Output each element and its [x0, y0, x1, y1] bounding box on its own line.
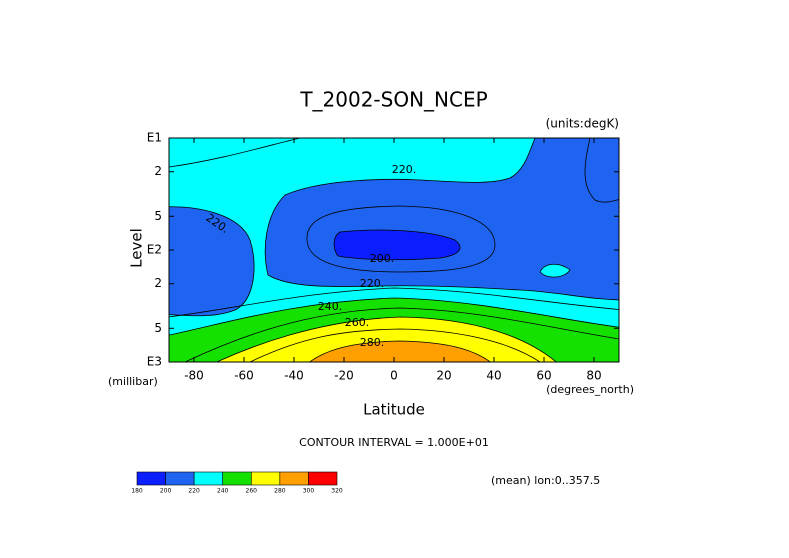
colorbar-label: 200 [160, 488, 172, 495]
colorbar-box [193, 471, 224, 486]
x-label: Latitude [363, 401, 425, 419]
y-tick-label: E1 [147, 131, 162, 145]
contour-line [184, 307, 619, 362]
contour-fill [308, 340, 492, 362]
contour-label: 240. [318, 300, 343, 313]
colorbar-box [165, 471, 195, 486]
y-units: (millibar) [108, 375, 158, 388]
colorbar-label: 280 [274, 488, 286, 495]
x-tick-label: -80 [184, 369, 204, 383]
x-tick-label: -20 [334, 369, 354, 383]
colorbar-box [250, 471, 281, 486]
colorbar-box [222, 471, 252, 486]
contour-label: 200. [370, 252, 395, 265]
x-tick-label: 40 [486, 369, 501, 383]
contour-label: 220. [392, 163, 417, 176]
overlay: -80 -60 -40 -20 0 20 40 60 80 E1 2 5 E2 2 5 E3 180 200 220… [131, 131, 620, 495]
x-units: (degrees_north) [546, 383, 634, 396]
colorbar-label: 180 [131, 488, 143, 495]
y-tick-label: 5 [154, 209, 162, 223]
y-tick-label: 5 [154, 321, 162, 335]
colorbar-label: 320 [331, 488, 343, 495]
y-tick-label: 2 [154, 276, 162, 290]
contour-fill [215, 316, 557, 362]
contour-line [169, 287, 619, 318]
note: (mean) lon:0..357.5 [491, 474, 600, 487]
colorbar-box [279, 471, 309, 486]
contour-label: 220. [360, 277, 385, 290]
y-tick-label: E3 [147, 355, 162, 369]
contour-line [169, 138, 301, 168]
x-tick-label: 0 [390, 369, 398, 383]
colorbar-label: 300 [303, 488, 315, 495]
x-tick-label: 20 [436, 369, 451, 383]
contour-line [306, 205, 496, 273]
contour-line [249, 328, 541, 362]
plot-area: 220.220.200.220.240.260.280. [169, 138, 619, 362]
y-tick-label: E2 [147, 243, 162, 257]
contour-interval: CONTOUR INTERVAL = 1.000E+01 [299, 436, 489, 449]
x-tick-label: 80 [586, 369, 601, 383]
contour-label: 260. [345, 316, 370, 329]
x-tick-label: 60 [536, 369, 551, 383]
contour-fill [539, 263, 571, 278]
colorbar-box [308, 471, 338, 486]
x-tick-label: -60 [234, 369, 254, 383]
contour-fill [333, 229, 461, 261]
colorbar-label: 260 [246, 488, 258, 495]
units: (units:degK) [546, 117, 619, 131]
x-tick-label: -40 [284, 369, 304, 383]
contour-fill [264, 138, 619, 301]
colorbar-label: 220 [188, 488, 200, 495]
y-tick-label: 2 [154, 164, 162, 178]
y-label: Level [128, 228, 146, 268]
contour-label: 280. [360, 336, 385, 349]
colorbar-label: 240 [217, 488, 229, 495]
contour-fill [169, 206, 255, 317]
colorbar-box [136, 471, 166, 486]
chart-title: T_2002-SON_NCEP [299, 88, 487, 112]
contour-line [584, 138, 619, 203]
